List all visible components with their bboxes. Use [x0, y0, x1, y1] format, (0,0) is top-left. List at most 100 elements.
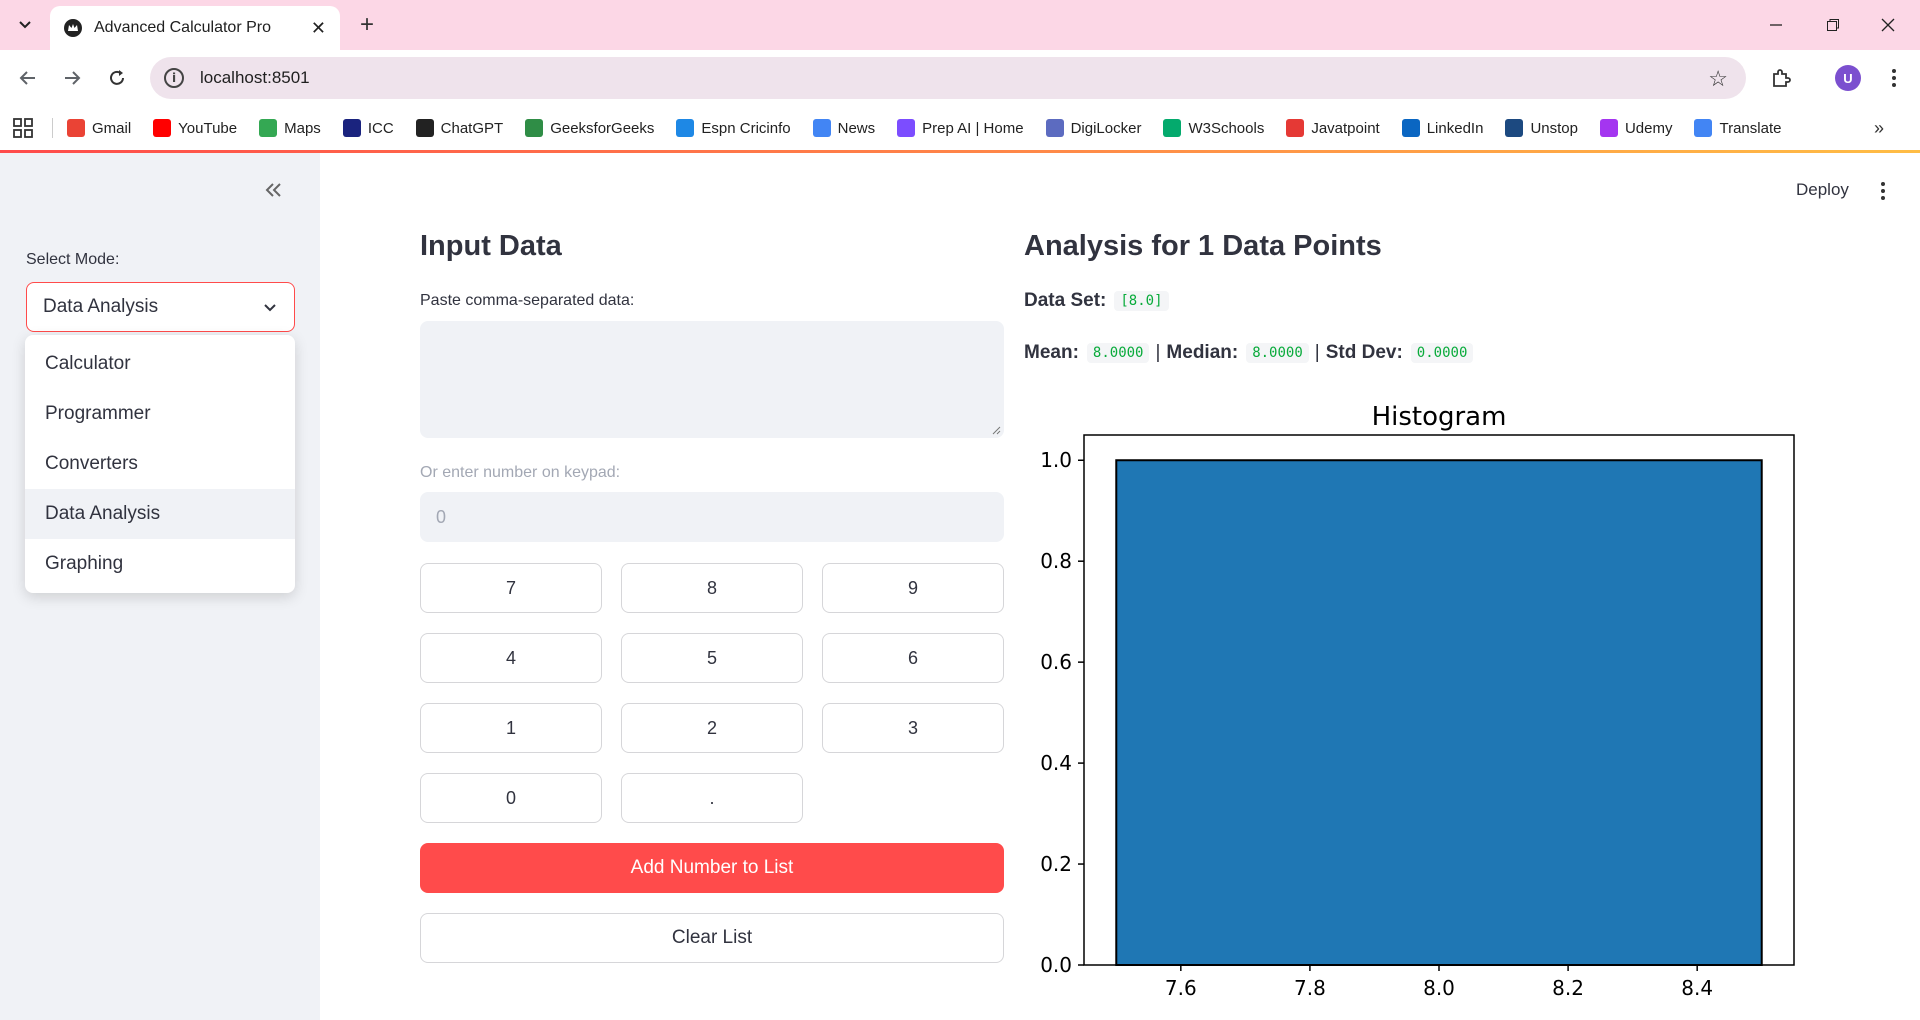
digilocker-icon	[1045, 119, 1064, 137]
key-4[interactable]: 4	[420, 633, 602, 683]
browser-menu-button[interactable]	[1878, 62, 1910, 94]
address-bar[interactable]: i localhost:8501 ☆	[150, 57, 1746, 99]
bookmark-icc[interactable]: ICC	[342, 119, 394, 137]
espn-cricinfo-icon	[676, 119, 695, 137]
more-bookmarks-icon[interactable]: »	[1873, 118, 1884, 138]
y-tick-label: 0.4	[1040, 751, 1072, 775]
double-chevron-left-icon	[265, 183, 281, 197]
paste-data-label: Paste comma-separated data:	[420, 292, 635, 309]
bookmark-gmail[interactable]: Gmail	[67, 119, 131, 137]
stats-separator: |	[1155, 342, 1161, 363]
sidebar: Select Mode: Data Analysis Calculator Pr…	[0, 153, 320, 1020]
site-info-icon[interactable]: i	[164, 68, 184, 88]
key-8[interactable]: 8	[621, 563, 803, 613]
input-data-heading: Input Data	[420, 230, 562, 262]
apps-grid-icon[interactable]	[12, 117, 34, 139]
mode-option-calculator[interactable]: Calculator	[45, 353, 131, 374]
app-menu-button[interactable]	[1873, 176, 1893, 206]
profile-button[interactable]: U	[1832, 62, 1864, 94]
key-decimal[interactable]: .	[621, 773, 803, 823]
bookmark-w3schools[interactable]: W3Schools	[1163, 119, 1264, 137]
mode-select[interactable]: Data Analysis	[26, 282, 295, 332]
bookmark-star-icon[interactable]: ☆	[1708, 66, 1728, 91]
stats-line: Mean: 8.0000 | Median: 8.0000 | Std Dev:…	[1024, 342, 1474, 364]
more-vertical-icon	[1892, 69, 1896, 87]
minimize-window-button[interactable]	[1756, 10, 1796, 40]
bookmark-translate[interactable]: Translate	[1694, 119, 1781, 137]
key-1[interactable]: 1	[420, 703, 602, 753]
mode-option-data-analysis[interactable]: Data Analysis	[25, 489, 295, 539]
mode-option-converters[interactable]: Converters	[45, 453, 138, 474]
bookmark-digilocker[interactable]: DigiLocker	[1045, 119, 1141, 137]
extensions-button[interactable]	[1765, 62, 1797, 94]
mean-label: Mean:	[1024, 342, 1079, 363]
key-3[interactable]: 3	[822, 703, 1004, 753]
bookmark-label: Unstop	[1530, 119, 1578, 137]
translate-icon	[1694, 119, 1713, 137]
key-7[interactable]: 7	[420, 563, 602, 613]
bookmark-news[interactable]: News	[812, 119, 875, 137]
bookmark-label: Javatpoint	[1311, 119, 1380, 137]
analysis-heading: Analysis for 1 Data Points	[1024, 230, 1382, 262]
clear-list-button[interactable]: Clear List	[420, 913, 1004, 963]
bookmark-prep-ai[interactable]: Prep AI | Home	[897, 119, 1024, 137]
gmail-icon	[67, 119, 85, 137]
bookmark-maps[interactable]: Maps	[259, 119, 321, 137]
restore-icon	[1827, 19, 1839, 31]
forward-button[interactable]	[56, 62, 88, 94]
mode-option-programmer[interactable]: Programmer	[45, 403, 151, 424]
prep-ai-icon	[897, 119, 916, 137]
mode-select-label: Select Mode:	[26, 251, 120, 268]
bookmark-label: Udemy	[1624, 119, 1673, 137]
key-2[interactable]: 2	[621, 703, 803, 753]
restore-window-button[interactable]	[1813, 10, 1853, 40]
y-tick-label: 0.6	[1040, 650, 1072, 674]
close-tab-icon[interactable]: ✕	[310, 17, 326, 38]
browser-tab-bar: Advanced Calculator Pro ✕ +	[0, 0, 1920, 50]
collapse-sidebar-button[interactable]	[258, 175, 288, 205]
add-number-button[interactable]: Add Number to List	[420, 843, 1004, 893]
y-tick-label: 1.0	[1040, 448, 1072, 472]
paste-data-textarea[interactable]	[420, 321, 1004, 438]
bookmark-label: ICC	[367, 119, 394, 137]
key-6[interactable]: 6	[822, 633, 1004, 683]
dataset-line: Data Set: [8.0]	[1024, 290, 1169, 312]
streamlit-crown-icon	[64, 19, 82, 37]
histogram-chart: Histogram 0.0 0.2 0.4 0.6 0.8 1.0 7.6 7.8 8.0 8.2 8…	[1040, 402, 1795, 1000]
url-text: localhost:8501	[200, 68, 310, 87]
keypad-number-input[interactable]: 0	[420, 492, 1004, 542]
reload-icon	[110, 70, 124, 85]
new-tab-button[interactable]: +	[359, 11, 374, 38]
deploy-button[interactable]: Deploy	[1796, 180, 1849, 199]
bookmark-espn-cricinfo[interactable]: Espn Cricinfo	[676, 119, 791, 137]
reload-button[interactable]	[101, 62, 133, 94]
bookmark-udemy[interactable]: Udemy	[1599, 119, 1673, 137]
bookmark-label: ChatGPT	[440, 119, 504, 137]
std-dev-value: 0.0000	[1410, 343, 1474, 363]
bookmark-javatpoint[interactable]: Javatpoint	[1286, 119, 1380, 137]
dataset-value: [8.0]	[1114, 291, 1169, 311]
key-5[interactable]: 5	[621, 633, 803, 683]
bookmark-label: Espn Cricinfo	[701, 119, 791, 137]
bookmark-geeksforgeeks[interactable]: GeeksforGeeks	[525, 119, 654, 137]
tab-search-button[interactable]	[10, 10, 40, 40]
bookmark-youtube[interactable]: YouTube	[153, 119, 237, 137]
y-tick-label: 0.0	[1040, 953, 1072, 977]
x-tick-label: 7.6	[1165, 976, 1197, 1000]
bookmark-label: W3Schools	[1188, 119, 1265, 137]
bookmarks-bar: Gmail YouTube Maps ICC ChatGPT GeeksforGeeks E…	[0, 106, 1920, 150]
bookmark-unstop[interactable]: Unstop	[1505, 119, 1578, 137]
browser-tab[interactable]: Advanced Calculator Pro ✕	[50, 6, 340, 50]
bookmark-label: GeeksforGeeks	[550, 119, 655, 137]
key-0[interactable]: 0	[420, 773, 602, 823]
mode-option-graphing[interactable]: Graphing	[45, 553, 124, 574]
bookmark-linkedin[interactable]: LinkedIn	[1401, 119, 1483, 137]
resize-handle-icon[interactable]	[991, 425, 1001, 435]
close-window-button[interactable]	[1868, 10, 1908, 40]
key-9[interactable]: 9	[822, 563, 1004, 613]
bookmark-label: Translate	[1719, 119, 1782, 137]
mode-select-value: Data Analysis	[43, 296, 159, 317]
bookmark-chatgpt[interactable]: ChatGPT	[415, 119, 504, 137]
back-button[interactable]	[12, 62, 44, 94]
stats-separator: |	[1314, 342, 1320, 363]
